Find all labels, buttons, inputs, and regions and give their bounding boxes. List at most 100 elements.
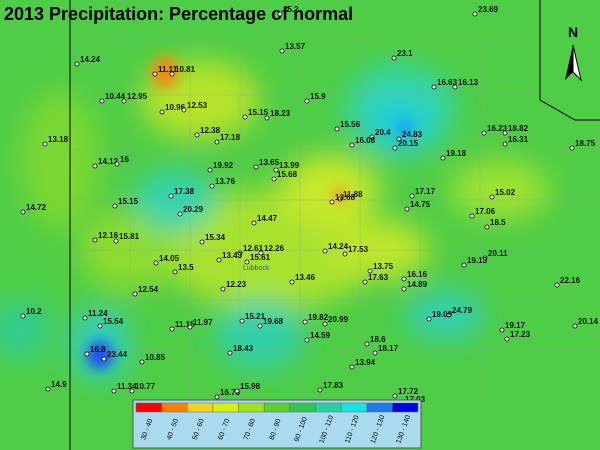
- station-value: 24.83: [402, 130, 423, 139]
- station-value: 16.16: [407, 270, 428, 279]
- station-value: 15.21: [245, 312, 266, 321]
- station-dot: [20, 209, 26, 215]
- station-value: 18.43: [233, 344, 254, 353]
- station-dot: [199, 239, 205, 245]
- legend: 30 - 40 40 - 50 50 - 60 60 - 70 70 - 80 80 - …: [132, 399, 422, 449]
- station-value: 10.81: [175, 65, 196, 74]
- station-dot: [242, 114, 248, 120]
- station-dot: [168, 193, 174, 199]
- station-value: 17.63: [368, 273, 389, 282]
- station-dot: [452, 84, 458, 90]
- station-value: 20.99: [328, 315, 349, 324]
- station-dot: [322, 321, 328, 327]
- legend-swatch: [263, 402, 291, 413]
- station-value: 15.2: [283, 5, 299, 14]
- station-dot: [121, 98, 127, 104]
- station-value: 11.24: [88, 309, 108, 318]
- precip-peaks: [87, 56, 413, 369]
- station-dot: [234, 388, 240, 394]
- station-value: 15.02: [495, 188, 516, 197]
- station-dot: [74, 61, 80, 67]
- place-label: Lubbock: [243, 265, 270, 272]
- station-value: 13.68: [335, 193, 356, 202]
- station-dot: [244, 259, 250, 265]
- station-value: 18.75: [575, 139, 596, 148]
- station-dot: [112, 203, 118, 209]
- station-dot: [239, 318, 245, 324]
- station-dot: [187, 324, 193, 330]
- legend-swatch: [135, 402, 162, 413]
- station-dot: [304, 337, 310, 343]
- station-value: 20.14: [578, 317, 599, 326]
- station-value: 12.16: [98, 231, 119, 240]
- station-value: 12.38: [200, 126, 221, 135]
- station-value: 17.38: [174, 187, 195, 196]
- station-value: 17.17: [415, 187, 436, 196]
- station-value: 15.9: [310, 92, 326, 101]
- station-value: 18.17: [378, 344, 399, 353]
- station-value: 12.95: [127, 92, 148, 101]
- station-value: 14.05: [159, 254, 180, 263]
- station-value: 15.15: [118, 197, 139, 206]
- legend-swatch: [212, 402, 239, 413]
- station-dot: [317, 387, 323, 393]
- station-dot: [349, 142, 355, 148]
- station-dot: [372, 350, 378, 356]
- station-dot: [258, 250, 264, 256]
- station-value: 17.72: [398, 387, 419, 396]
- station-value: 11.34: [117, 382, 137, 391]
- station-dot: [409, 193, 415, 199]
- station-dot: [572, 323, 578, 329]
- station-value: 11.88: [343, 190, 363, 199]
- station-dot: [129, 388, 135, 394]
- station-value: 14.12: [98, 157, 119, 166]
- station-dot: [181, 107, 187, 113]
- station-value: 15.15: [248, 108, 269, 117]
- station-dot: [440, 155, 446, 161]
- station-dot: [113, 238, 119, 244]
- station-value: 13.5: [178, 263, 194, 272]
- station-dot: [132, 291, 138, 297]
- station-value: 15.34: [205, 233, 226, 242]
- station-value: 13.76: [215, 177, 236, 186]
- station-value: 18.82: [508, 124, 529, 133]
- station-dot: [322, 248, 328, 254]
- station-dot: [469, 213, 475, 219]
- station-dot: [289, 279, 295, 285]
- legend-swatch: [366, 402, 393, 413]
- station-value: 15.68: [277, 170, 298, 179]
- station-value: 13.65: [259, 158, 280, 167]
- station-dot: [92, 237, 98, 243]
- station-dot: [169, 71, 175, 77]
- north-arrow: N: [565, 24, 582, 82]
- station-value: 14.75: [410, 200, 431, 209]
- station-dot: [172, 269, 178, 275]
- station-value: 11.15: [175, 320, 195, 329]
- station-value: 23.44: [107, 350, 128, 359]
- station-value: 16: [120, 155, 129, 164]
- station-dot: [329, 199, 335, 205]
- legend-swatch: [238, 402, 265, 413]
- station-value: 18.23: [270, 109, 291, 118]
- station-dot: [504, 336, 510, 342]
- station-dot: [404, 206, 410, 212]
- station-value: 17.18: [220, 133, 241, 142]
- station-value: 16.63: [437, 78, 458, 87]
- station-value: 23.69: [478, 5, 499, 14]
- station-dot: [401, 276, 407, 282]
- station-dot: [152, 71, 158, 77]
- station-dot: [277, 11, 283, 17]
- station-value: 10.77: [135, 382, 156, 391]
- station-dot: [461, 262, 467, 268]
- station-dot: [159, 109, 165, 115]
- arrow-right: [572, 44, 582, 82]
- station-value: 15.81: [119, 232, 140, 241]
- station-value: 14.9: [51, 380, 67, 389]
- station-dot: [364, 341, 370, 347]
- station-dot: [139, 359, 145, 365]
- station-value: 12.53: [187, 101, 208, 110]
- state-boundary: [69, 0, 600, 450]
- station-value: 12.23: [226, 280, 247, 289]
- station-dot: [177, 211, 183, 217]
